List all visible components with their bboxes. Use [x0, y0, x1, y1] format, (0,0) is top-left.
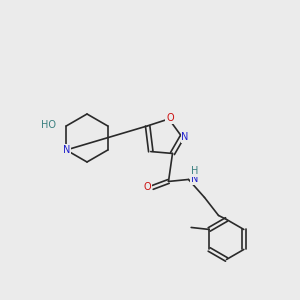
Text: HO: HO — [41, 120, 56, 130]
Text: N: N — [191, 175, 198, 184]
Text: H: H — [191, 167, 198, 176]
Text: O: O — [166, 113, 174, 123]
Text: N: N — [181, 132, 189, 142]
Text: O: O — [144, 182, 151, 193]
Text: N: N — [62, 145, 70, 155]
